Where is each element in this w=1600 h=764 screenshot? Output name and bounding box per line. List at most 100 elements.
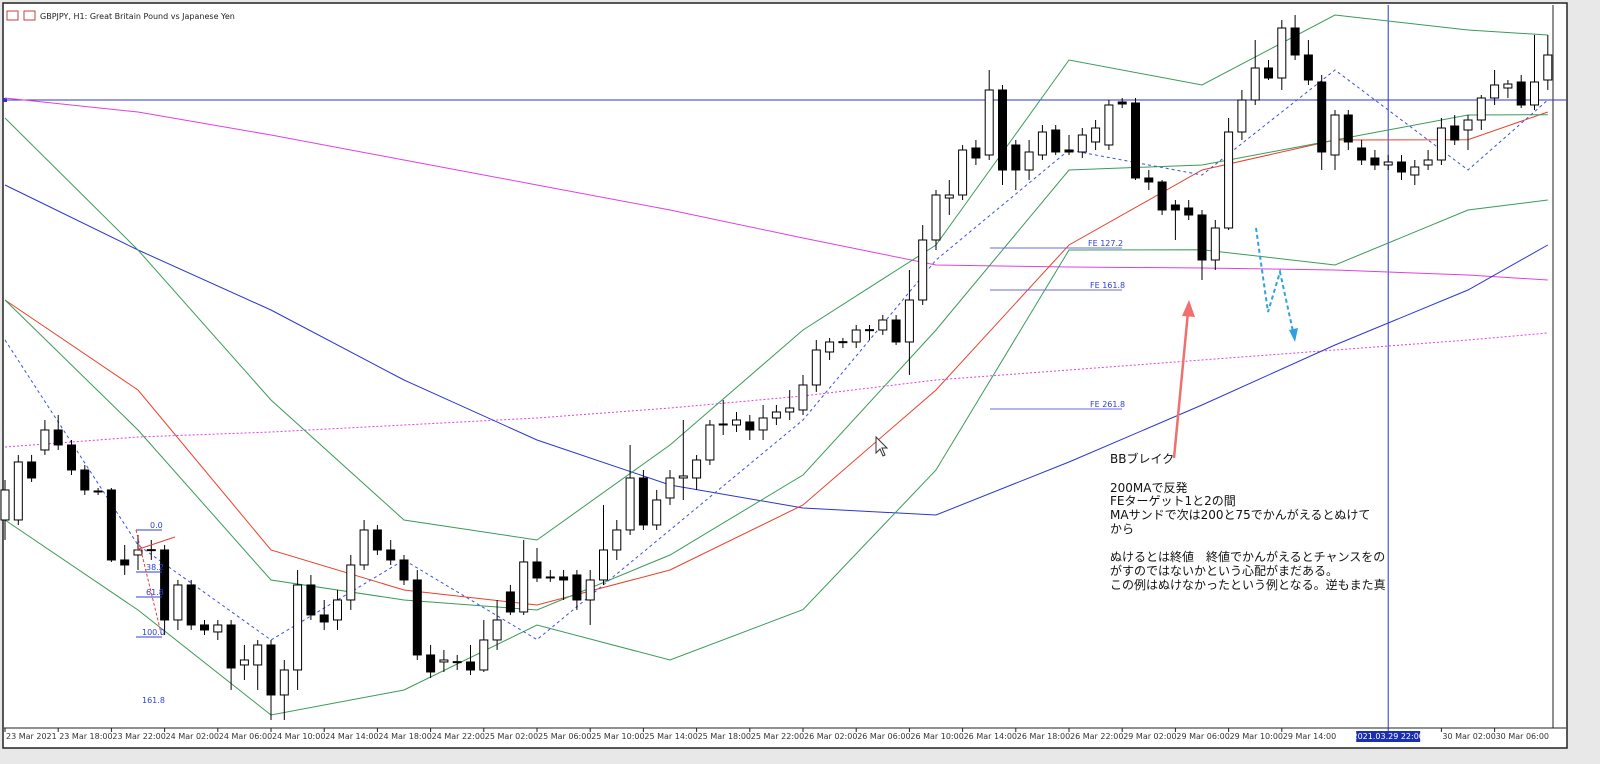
candle-body [638,477,648,526]
candle-body [1516,81,1526,106]
annotation: FEターゲット1と2の間 [1110,494,1236,508]
blue-zigzag [1255,227,1295,337]
x-tick-label: 24 Mar 22:00 [432,732,485,741]
candle-body [1237,99,1247,133]
candle-body [1303,54,1313,81]
candle-body [1450,125,1460,141]
mouse-cursor [875,435,889,457]
indicator-line [4,332,1548,448]
candle-body [1290,27,1300,56]
candle-body [1543,54,1553,81]
candle-body [971,147,981,159]
candle-body [692,459,702,479]
candles [0,14,1553,720]
x-tick-label: 23 Mar 2021 [6,732,57,741]
x-tick-label: 24 Mar 18:00 [378,732,431,741]
candle-body [53,429,63,446]
candle-body [785,407,795,413]
candle-body [27,461,37,479]
candle-body [665,477,675,499]
annotation: から [1110,522,1134,536]
x-tick-label: 25 Mar 18:00 [698,732,751,741]
candle-body [106,489,116,561]
x-tick-label: 26 Mar 10:00 [910,732,963,741]
candle-body [652,499,662,526]
x-tick-label: 30 Mar 02:00 [1442,732,1495,741]
x-tick-label: 25 Mar 22:00 [751,732,804,741]
fib-label: 100.0 [142,628,165,637]
candle-body [811,349,821,386]
candle-body [333,599,342,621]
candle-body [1117,101,1127,105]
cursor-label: 2021.03.29 22:00 [1352,732,1423,741]
candle-body [532,561,542,579]
candle-body [412,579,422,656]
candle-body [1317,81,1327,153]
red-arrow [1172,311,1190,459]
candle-body [306,584,316,616]
candle-body [173,584,183,621]
candle-body [67,444,76,471]
plot-area [2,2,1568,749]
candle-body [1490,84,1500,99]
candle-body [1091,127,1101,143]
candle-body [612,529,622,551]
candle-body [452,661,462,664]
price-line-marker [3,97,7,102]
x-tick-label: 24 Mar 06:00 [219,732,272,741]
candle-body [1264,67,1273,79]
candle-body [93,490,103,493]
indicator-line [4,184,1549,516]
candle-body [1370,157,1380,166]
candle-body [559,576,569,581]
candle-body [678,475,688,479]
candle-body [226,624,236,669]
candle-body [319,614,329,623]
candle-body [1077,134,1087,153]
icon [6,10,19,21]
candle-body [865,329,874,332]
candle-body [705,424,715,461]
candle-body [200,624,209,631]
blue-arrowhead [1289,328,1298,342]
x-tick-label: 25 Mar 14:00 [644,732,697,741]
indicators [3,5,1566,740]
x-tick-label: 24 Mar 10:00 [272,732,325,741]
header: GBPJPY, H1: Great Britain Pound vs Japan… [6,10,235,21]
candle-body [519,561,529,613]
candle-body [851,329,861,343]
candle-body [372,529,382,551]
candle-body [399,559,409,581]
candle-body [572,574,582,601]
candle-body [758,417,768,431]
x-tick-label: 29 Mar 02:00 [1123,732,1176,741]
x-tick-label: 30 Mar 06:00 [1496,732,1549,741]
candle-body [718,423,728,426]
candle-body [386,549,396,561]
candle-body [1144,177,1154,183]
fe-label: FE 261.8 [1090,400,1125,409]
candle-body [1184,207,1194,216]
annotation: この例はぬけなかったという例となる。逆もまた真 [1110,578,1386,592]
x-tick-label: 23 Mar 18:00 [59,732,112,741]
candle-body [466,661,475,671]
candle-body [1397,161,1406,173]
candle-body [1210,227,1220,261]
candle-body [771,411,781,419]
annotation: BBブレイク [1110,451,1174,466]
x-tick-label: 25 Mar 06:00 [538,732,591,741]
candle-body [891,319,901,343]
candle-body [1530,81,1539,106]
candle-body [918,239,928,301]
indicator-line [4,69,1549,641]
candle-body [625,477,635,531]
candle-body [825,341,835,353]
candle-body [1250,67,1260,101]
candle-body [1024,151,1034,171]
candle-body [186,584,196,626]
candle-body [133,549,143,556]
candle-body [1436,127,1446,161]
x-axis: 23 Mar 2021 23 Mar 18:00 23 Mar 22:00 24 Ma… [4,728,1549,742]
fib-label: 61.8 [146,588,164,597]
